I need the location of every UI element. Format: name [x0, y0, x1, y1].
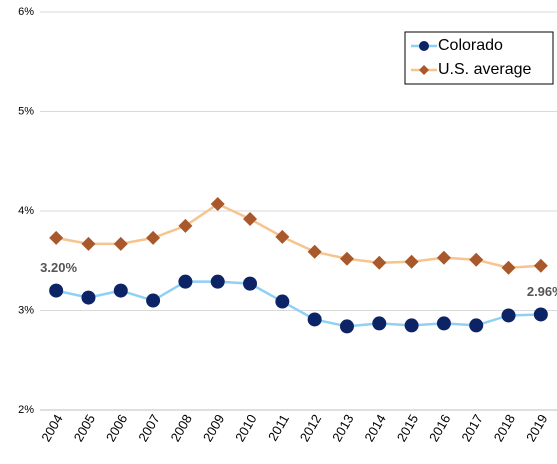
- x-tick-label: 2011: [265, 412, 292, 444]
- data-point: [146, 293, 161, 308]
- x-tick-label: 2017: [458, 412, 485, 445]
- data-point: [436, 316, 451, 331]
- data-point: [501, 260, 516, 275]
- y-tick-label: 4%: [18, 205, 34, 217]
- data-point: [146, 230, 161, 245]
- x-tick-label: 2005: [71, 412, 98, 445]
- data-point: [210, 274, 225, 289]
- data-point: [178, 218, 193, 233]
- x-tick-label: 2004: [38, 412, 65, 445]
- x-tick-label: 2015: [394, 412, 421, 445]
- y-tick-label: 5%: [18, 105, 34, 117]
- data-point: [113, 236, 128, 251]
- data-point: [533, 258, 548, 273]
- series-line: [55, 280, 541, 328]
- data-point: [49, 230, 64, 245]
- data-point: [243, 276, 258, 291]
- data-point: [307, 312, 322, 327]
- data-point: [49, 283, 64, 298]
- data-point: [339, 251, 354, 266]
- data-point: [501, 308, 516, 323]
- data-point: [113, 283, 128, 298]
- legend-box: [404, 31, 554, 85]
- data-point: [404, 254, 419, 269]
- y-tick-label: 3%: [18, 304, 34, 316]
- data-point: [81, 236, 96, 251]
- data-point: [243, 211, 258, 226]
- data-point: [339, 319, 354, 334]
- data-point: [372, 316, 387, 331]
- legend: Colorado U.S. average: [404, 31, 554, 85]
- x-tick-label: 2019: [523, 412, 550, 445]
- data-label: 3.20%: [40, 260, 77, 275]
- data-point: [372, 255, 387, 270]
- x-tick-label: 2018: [491, 412, 518, 445]
- series-line: [55, 202, 541, 269]
- data-point: [81, 290, 96, 305]
- x-tick-label: 2007: [135, 412, 162, 445]
- x-tick-label: 2016: [426, 412, 453, 445]
- legend-label: Colorado: [438, 37, 503, 54]
- legend-marker: [419, 65, 429, 75]
- legend-label: U.S. average: [438, 61, 531, 78]
- legend-marker: [419, 41, 429, 51]
- data-point: [178, 274, 193, 289]
- data-point: [307, 244, 322, 259]
- data-point: [210, 197, 225, 212]
- data-point: [275, 229, 290, 244]
- data-point: [275, 294, 290, 309]
- data-point: [469, 252, 484, 267]
- x-tick-label: 2009: [200, 412, 227, 445]
- x-tick-label: 2014: [361, 412, 388, 445]
- y-tick-label: 6%: [18, 6, 34, 18]
- x-tick-label: 2013: [329, 412, 356, 445]
- data-point: [469, 318, 484, 333]
- data-label: 2.96%: [527, 284, 557, 299]
- x-tick-label: 2012: [297, 412, 324, 445]
- data-point: [436, 250, 451, 265]
- x-tick-label: 2010: [232, 412, 259, 445]
- data-point: [404, 318, 419, 333]
- x-tick-label: 2006: [103, 412, 130, 445]
- y-tick-label: 2%: [18, 404, 34, 416]
- x-tick-label: 2008: [168, 412, 195, 445]
- data-point: [533, 307, 548, 322]
